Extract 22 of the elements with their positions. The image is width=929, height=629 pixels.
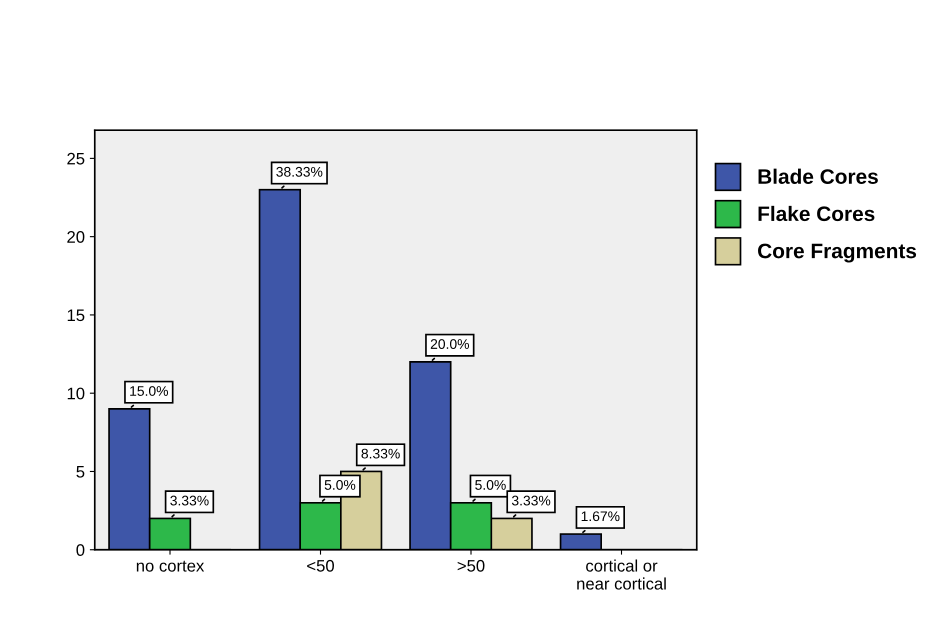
annotation: 3.33% xyxy=(170,496,209,506)
legend-label: Core Fragments xyxy=(758,244,916,263)
legend-label: Blade Cores xyxy=(758,168,878,184)
x-tick-label: no cortex xyxy=(136,560,204,572)
x-tick-label: >50 xyxy=(458,560,484,572)
y-tick-label: 15 xyxy=(68,310,84,322)
y-tick-label: 0 xyxy=(76,544,84,556)
y-tick-label: 25 xyxy=(67,152,84,165)
annotation: 20.0% xyxy=(430,339,470,349)
x-tick-label: cortical or near cortical xyxy=(577,559,666,590)
annotation: 3.33% xyxy=(512,496,550,506)
x-tick-label: <50 xyxy=(307,560,334,572)
annotation: 5.0% xyxy=(324,480,356,490)
annotation: 1.67% xyxy=(582,511,620,522)
y-tick-label: 10 xyxy=(68,388,84,400)
y-tick-label: 20 xyxy=(67,231,84,243)
annotation: 38.33% xyxy=(276,166,322,177)
annotation: 8.33% xyxy=(362,448,400,459)
annotation: 15.0% xyxy=(130,386,168,396)
y-tick-label: 5 xyxy=(76,466,84,478)
annotation: 5.0% xyxy=(475,480,506,490)
legend-label: Flake Cores xyxy=(758,206,874,222)
